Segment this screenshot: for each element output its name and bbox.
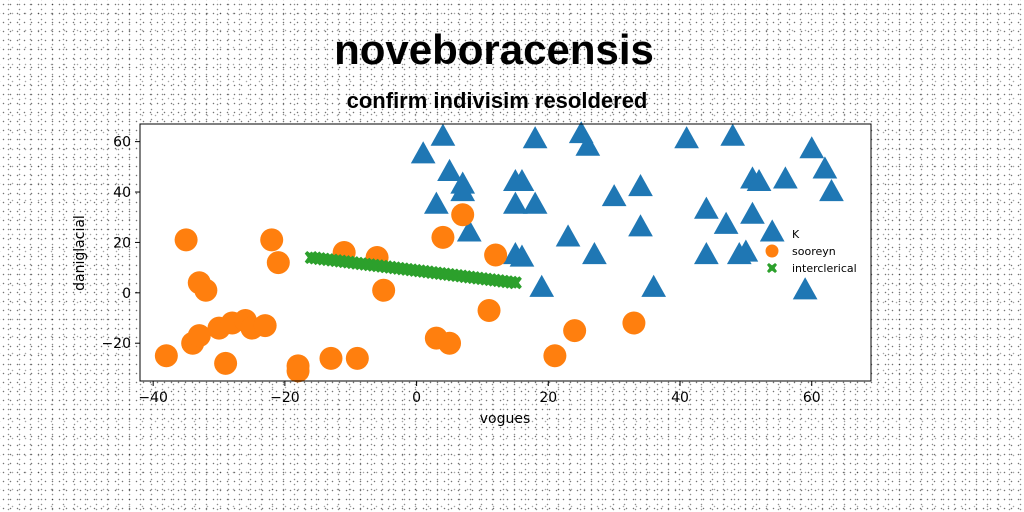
y-tick-label: 40 xyxy=(113,185,131,201)
x-tick-label: −20 xyxy=(270,390,300,406)
triangle-point xyxy=(628,173,653,197)
legend-item: interclerical xyxy=(767,262,857,275)
plot-frame xyxy=(139,123,872,382)
triangle-point xyxy=(555,224,581,247)
circle-point xyxy=(438,331,462,355)
triangle-point xyxy=(437,158,462,181)
triangle-point xyxy=(713,211,739,234)
triangle-point xyxy=(529,274,555,297)
circle-point xyxy=(622,311,646,335)
triangle-point xyxy=(792,277,818,300)
x-point xyxy=(508,276,522,290)
triangle-point xyxy=(674,126,699,149)
circle-point xyxy=(266,251,290,275)
legend-circle-icon xyxy=(765,244,779,258)
circle-point xyxy=(174,228,198,252)
chart-title: noveboracensis xyxy=(334,26,654,73)
circle-point xyxy=(345,346,369,370)
y-tick-label: 20 xyxy=(113,235,131,251)
circle-point xyxy=(154,344,178,368)
triangle-point xyxy=(601,184,627,207)
triangle-point xyxy=(812,156,838,179)
legend-label: sooreyn xyxy=(792,245,836,258)
circle-point xyxy=(260,228,284,252)
legend-item: K xyxy=(764,226,800,241)
triangle-point xyxy=(410,141,436,164)
triangle-point xyxy=(746,168,772,192)
circle-point xyxy=(253,314,277,338)
chart-subtitle: confirm indivisim resoldered xyxy=(347,88,648,113)
x-axis-label: vogues xyxy=(480,411,531,427)
circle-point xyxy=(372,278,396,302)
circle-point xyxy=(484,243,508,267)
y-tick-label: 60 xyxy=(113,135,131,151)
triangle-point xyxy=(522,191,548,214)
circle-point xyxy=(563,319,587,343)
x-tick-label: −40 xyxy=(138,390,168,406)
circle-point xyxy=(451,203,475,227)
y-axis: −20 0 20 40 60 xyxy=(101,135,140,352)
triangle-point xyxy=(509,244,535,267)
circle-point xyxy=(543,344,567,368)
triangle-point xyxy=(522,126,548,149)
triangle-point xyxy=(694,242,719,265)
triangle-point xyxy=(694,196,719,219)
x-axis: −40 −20 0 20 40 60 xyxy=(138,381,821,406)
triangle-point xyxy=(819,179,844,202)
triangle-point xyxy=(450,179,476,202)
triangle-point xyxy=(799,136,825,159)
triangle-point xyxy=(628,214,653,237)
circle-point xyxy=(431,225,455,249)
y-tick-label: 0 xyxy=(122,286,131,302)
triangle-point xyxy=(509,168,535,192)
x-tick-label: 0 xyxy=(412,390,421,406)
series-x xyxy=(304,251,522,290)
circle-point xyxy=(319,346,343,370)
circle-point xyxy=(477,298,501,322)
triangle-point xyxy=(740,201,765,224)
triangle-point xyxy=(575,133,601,156)
circle-point xyxy=(214,351,238,375)
x-tick-label: 60 xyxy=(803,390,821,406)
legend-x-icon xyxy=(767,263,777,273)
triangle-point xyxy=(733,239,759,262)
triangle-point xyxy=(503,191,528,214)
legend-label: interclerical xyxy=(792,262,857,275)
triangle-point xyxy=(720,123,746,146)
legend-triangle-icon xyxy=(764,226,780,240)
series-circle xyxy=(154,203,646,383)
triangle-point xyxy=(424,191,449,214)
legend-item: sooreyn xyxy=(765,244,836,258)
circle-point xyxy=(286,359,310,383)
series-triangle xyxy=(410,121,844,300)
y-tick-label: −20 xyxy=(101,336,131,352)
y-axis-label: daniglacial xyxy=(72,215,88,291)
triangle-point xyxy=(773,166,798,189)
triangle-point xyxy=(582,242,607,265)
x-tick-label: 40 xyxy=(671,390,689,406)
triangle-point xyxy=(641,274,667,297)
x-tick-label: 20 xyxy=(539,390,557,406)
triangle-point xyxy=(430,123,456,146)
markers-layer xyxy=(154,121,844,383)
legend-label: K xyxy=(792,228,800,241)
circle-point xyxy=(187,324,211,348)
triangle-point xyxy=(456,219,482,242)
circle-point xyxy=(194,278,218,302)
